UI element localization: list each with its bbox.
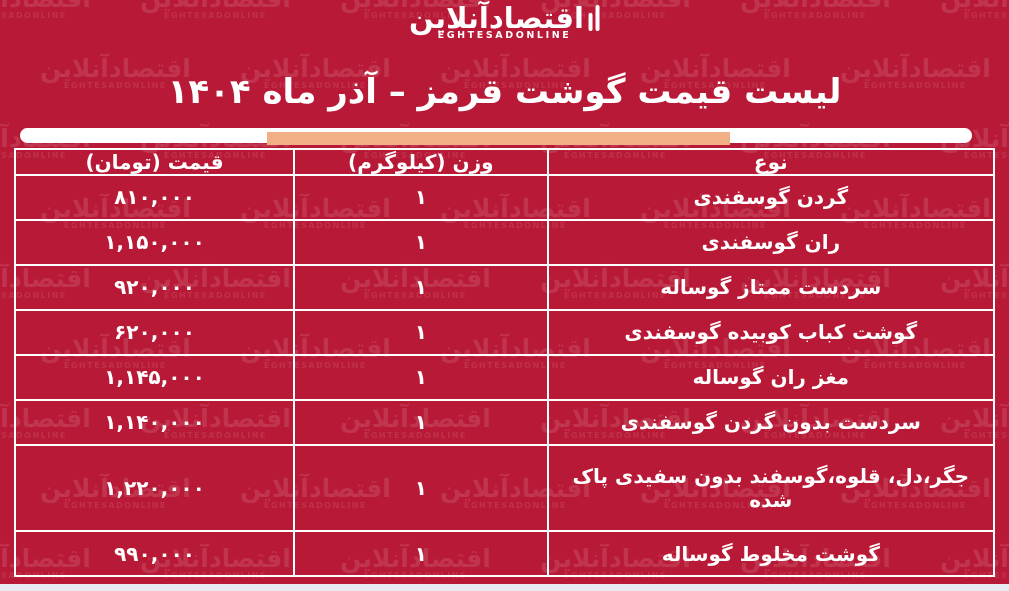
table-row: سردست ممتاز گوساله ۱ ۹۲۰,۰۰۰: [13, 263, 996, 311]
cell-type: گوشت کباب کوبیده گوسفندی: [546, 308, 996, 356]
cell-weight: ۱: [293, 174, 549, 221]
cell-type: سردست بدون گردن گوسفندی: [546, 398, 996, 446]
bottom-strip: [0, 584, 1009, 591]
cell-type: ران گوسفندی: [546, 218, 996, 266]
cell-price: ۸۱۰,۰۰۰: [13, 174, 296, 221]
table-body: گردن گوسفندی ۱ ۸۱۰,۰۰۰ ران گوسفندی ۱ ۱,۱۵۰,۰۰…: [13, 174, 996, 577]
table-row: سردست بدون گردن گوسفندی ۱ ۱,۱۴۰,۰۰۰: [13, 398, 996, 446]
cell-weight: ۱: [293, 443, 549, 533]
cell-type: جگر،دل، قلوه،گوسفند بدون سفیدی پاک شده: [546, 443, 996, 533]
cell-price: ۱,۱۴۰,۰۰۰: [13, 398, 296, 446]
brand-name-persian: اقتصادآنلاین: [409, 1, 584, 35]
logo-bars-icon: [588, 3, 600, 31]
price-table: نوع وزن (کیلوگرم) قیمت (تومان) گردن گوسفند…: [13, 148, 996, 577]
page-title: لیست قیمت گوشت قرمز – آذر ماه ۱۴۰۴: [167, 72, 842, 112]
cell-price: ۶۲۰,۰۰۰: [13, 308, 296, 356]
title-underline-accent: [267, 132, 730, 145]
cell-weight: ۱: [293, 530, 549, 577]
cell-type: گوشت مخلوط گوساله: [546, 530, 996, 577]
table-head: نوع وزن (کیلوگرم) قیمت (تومان): [13, 148, 996, 176]
cell-weight: ۱: [293, 353, 549, 401]
cell-price: ۹۹۰,۰۰۰: [13, 530, 296, 577]
column-header-weight: وزن (کیلوگرم): [293, 148, 549, 176]
cell-type: مغز ران گوساله: [546, 353, 996, 401]
cell-price: ۱,۱۵۰,۰۰۰: [13, 218, 296, 266]
table-row: گوشت مخلوط گوساله ۱ ۹۹۰,۰۰۰: [13, 530, 996, 577]
cell-price: ۹۲۰,۰۰۰: [13, 263, 296, 311]
brand-logo: اقتصادآنلاین EGHTESADONLINE: [409, 3, 600, 41]
column-header-type: نوع: [546, 148, 996, 176]
table-row: گوشت کباب کوبیده گوسفندی ۱ ۶۲۰,۰۰۰: [13, 308, 996, 356]
table-row: جگر،دل، قلوه،گوسفند بدون سفیدی پاک شده ۱ ۱…: [13, 443, 996, 533]
cell-price: ۱,۲۲۰,۰۰۰: [13, 443, 296, 533]
table-row: گردن گوسفندی ۱ ۸۱۰,۰۰۰: [13, 174, 996, 221]
table-row: ران گوسفندی ۱ ۱,۱۵۰,۰۰۰: [13, 218, 996, 266]
column-header-price: قیمت (تومان): [13, 148, 296, 176]
cell-weight: ۱: [293, 263, 549, 311]
cell-weight: ۱: [293, 218, 549, 266]
cell-weight: ۱: [293, 398, 549, 446]
brand-name-latin: EGHTESADONLINE: [437, 30, 572, 42]
table-row: مغز ران گوساله ۱ ۱,۱۴۵,۰۰۰: [13, 353, 996, 401]
table-header-row: نوع وزن (کیلوگرم) قیمت (تومان): [13, 148, 996, 176]
cell-type: سردست ممتاز گوساله: [546, 263, 996, 311]
cell-type: گردن گوسفندی: [546, 174, 996, 221]
cell-price: ۱,۱۴۵,۰۰۰: [13, 353, 296, 401]
cell-weight: ۱: [293, 308, 549, 356]
